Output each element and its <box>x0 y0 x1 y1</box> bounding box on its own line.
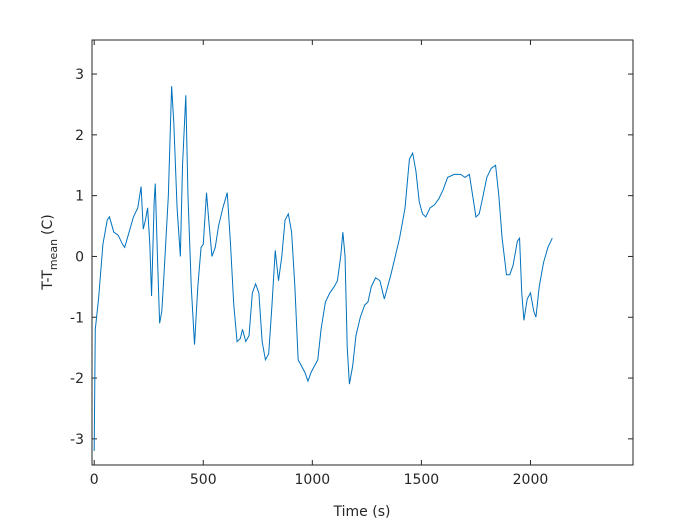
y-label-suffix: (C) <box>40 214 56 235</box>
y-label-sub: mean <box>47 239 60 270</box>
y-tick-label: 3 <box>75 67 84 83</box>
y-tick-label: 2 <box>75 128 84 144</box>
y-tick-label: 0 <box>75 249 84 265</box>
y-tick-label: -1 <box>70 310 84 326</box>
y-tick-label: -2 <box>70 371 84 387</box>
x-tick-label: 1000 <box>295 472 331 488</box>
plot-box <box>91 39 634 466</box>
x-tick-label: 1500 <box>404 472 440 488</box>
x-axis-label: Time (s) <box>333 504 391 520</box>
x-tick-label: 500 <box>190 472 217 488</box>
y-tick-label: 1 <box>75 189 84 205</box>
y-axis-label: T-Tmean (C) <box>40 214 60 291</box>
x-tick-label: 2000 <box>513 472 549 488</box>
y-tick-label: -3 <box>70 432 84 448</box>
data-line <box>93 86 553 452</box>
x-tick-label: 0 <box>90 472 99 488</box>
y-label-main: T-T <box>40 270 56 291</box>
